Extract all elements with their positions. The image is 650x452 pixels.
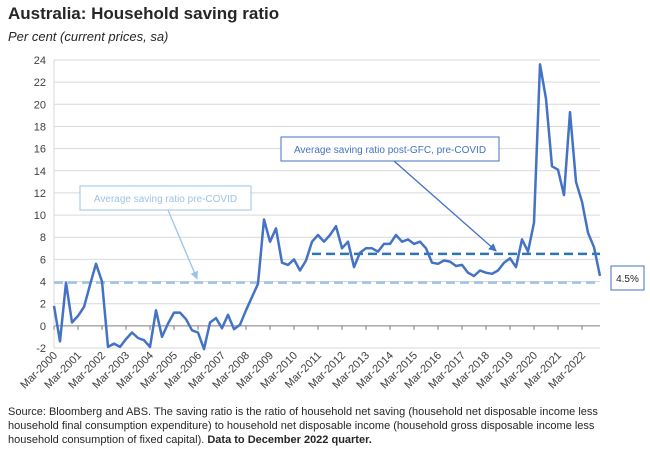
y-tick-label: 20	[34, 99, 46, 111]
y-tick-label: 6	[40, 254, 46, 266]
y-tick-label: 12	[34, 188, 46, 200]
last-value-box	[610, 265, 645, 291]
saving-ratio-line	[52, 63, 602, 351]
x-axis-tick-labels: Mar-2000Mar-2001Mar-2002Mar-2003Mar-2004…	[18, 325, 588, 391]
annotation-arrow-post-gfc	[393, 160, 497, 252]
annotation-box-post-gfc	[280, 136, 500, 162]
chart-subtitle: Per cent (current prices, sa)	[8, 29, 169, 44]
annotation-arrow-pre-covid	[167, 209, 198, 280]
y-tick-label: 16	[34, 144, 46, 156]
y-tick-label: 10	[34, 210, 46, 222]
series-layer	[52, 63, 602, 351]
source-note: Source: Bloomberg and ABS. The saving ra…	[8, 405, 644, 447]
y-tick-label: 22	[34, 77, 46, 89]
y-tick-label: -2	[36, 343, 46, 355]
y-tick-label: 24	[34, 55, 46, 67]
annotation-text-post-gfc: Average saving ratio post-GFC, pre-COVID	[294, 145, 486, 156]
y-tick-label: 18	[34, 121, 46, 133]
source-text: Source: Bloomberg and ABS. The saving ra…	[8, 406, 598, 446]
annotation-text-pre-covid: Average saving ratio pre-COVID	[94, 194, 237, 205]
chart-title: Australia: Household saving ratio	[8, 4, 280, 23]
annotation-box-pre-covid	[79, 185, 252, 211]
y-tick-label: 8	[40, 232, 46, 244]
annotations: Average saving ratio pre-COVID Average sa…	[79, 136, 645, 291]
last-value-label: 4.5%	[616, 274, 639, 285]
y-tick-label: 0	[40, 321, 46, 333]
y-tick-label: 2	[40, 299, 46, 311]
y-tick-label: 14	[34, 166, 46, 178]
y-tick-label: 4	[40, 277, 46, 289]
source-data-note: Data to December 2022 quarter.	[207, 434, 372, 446]
